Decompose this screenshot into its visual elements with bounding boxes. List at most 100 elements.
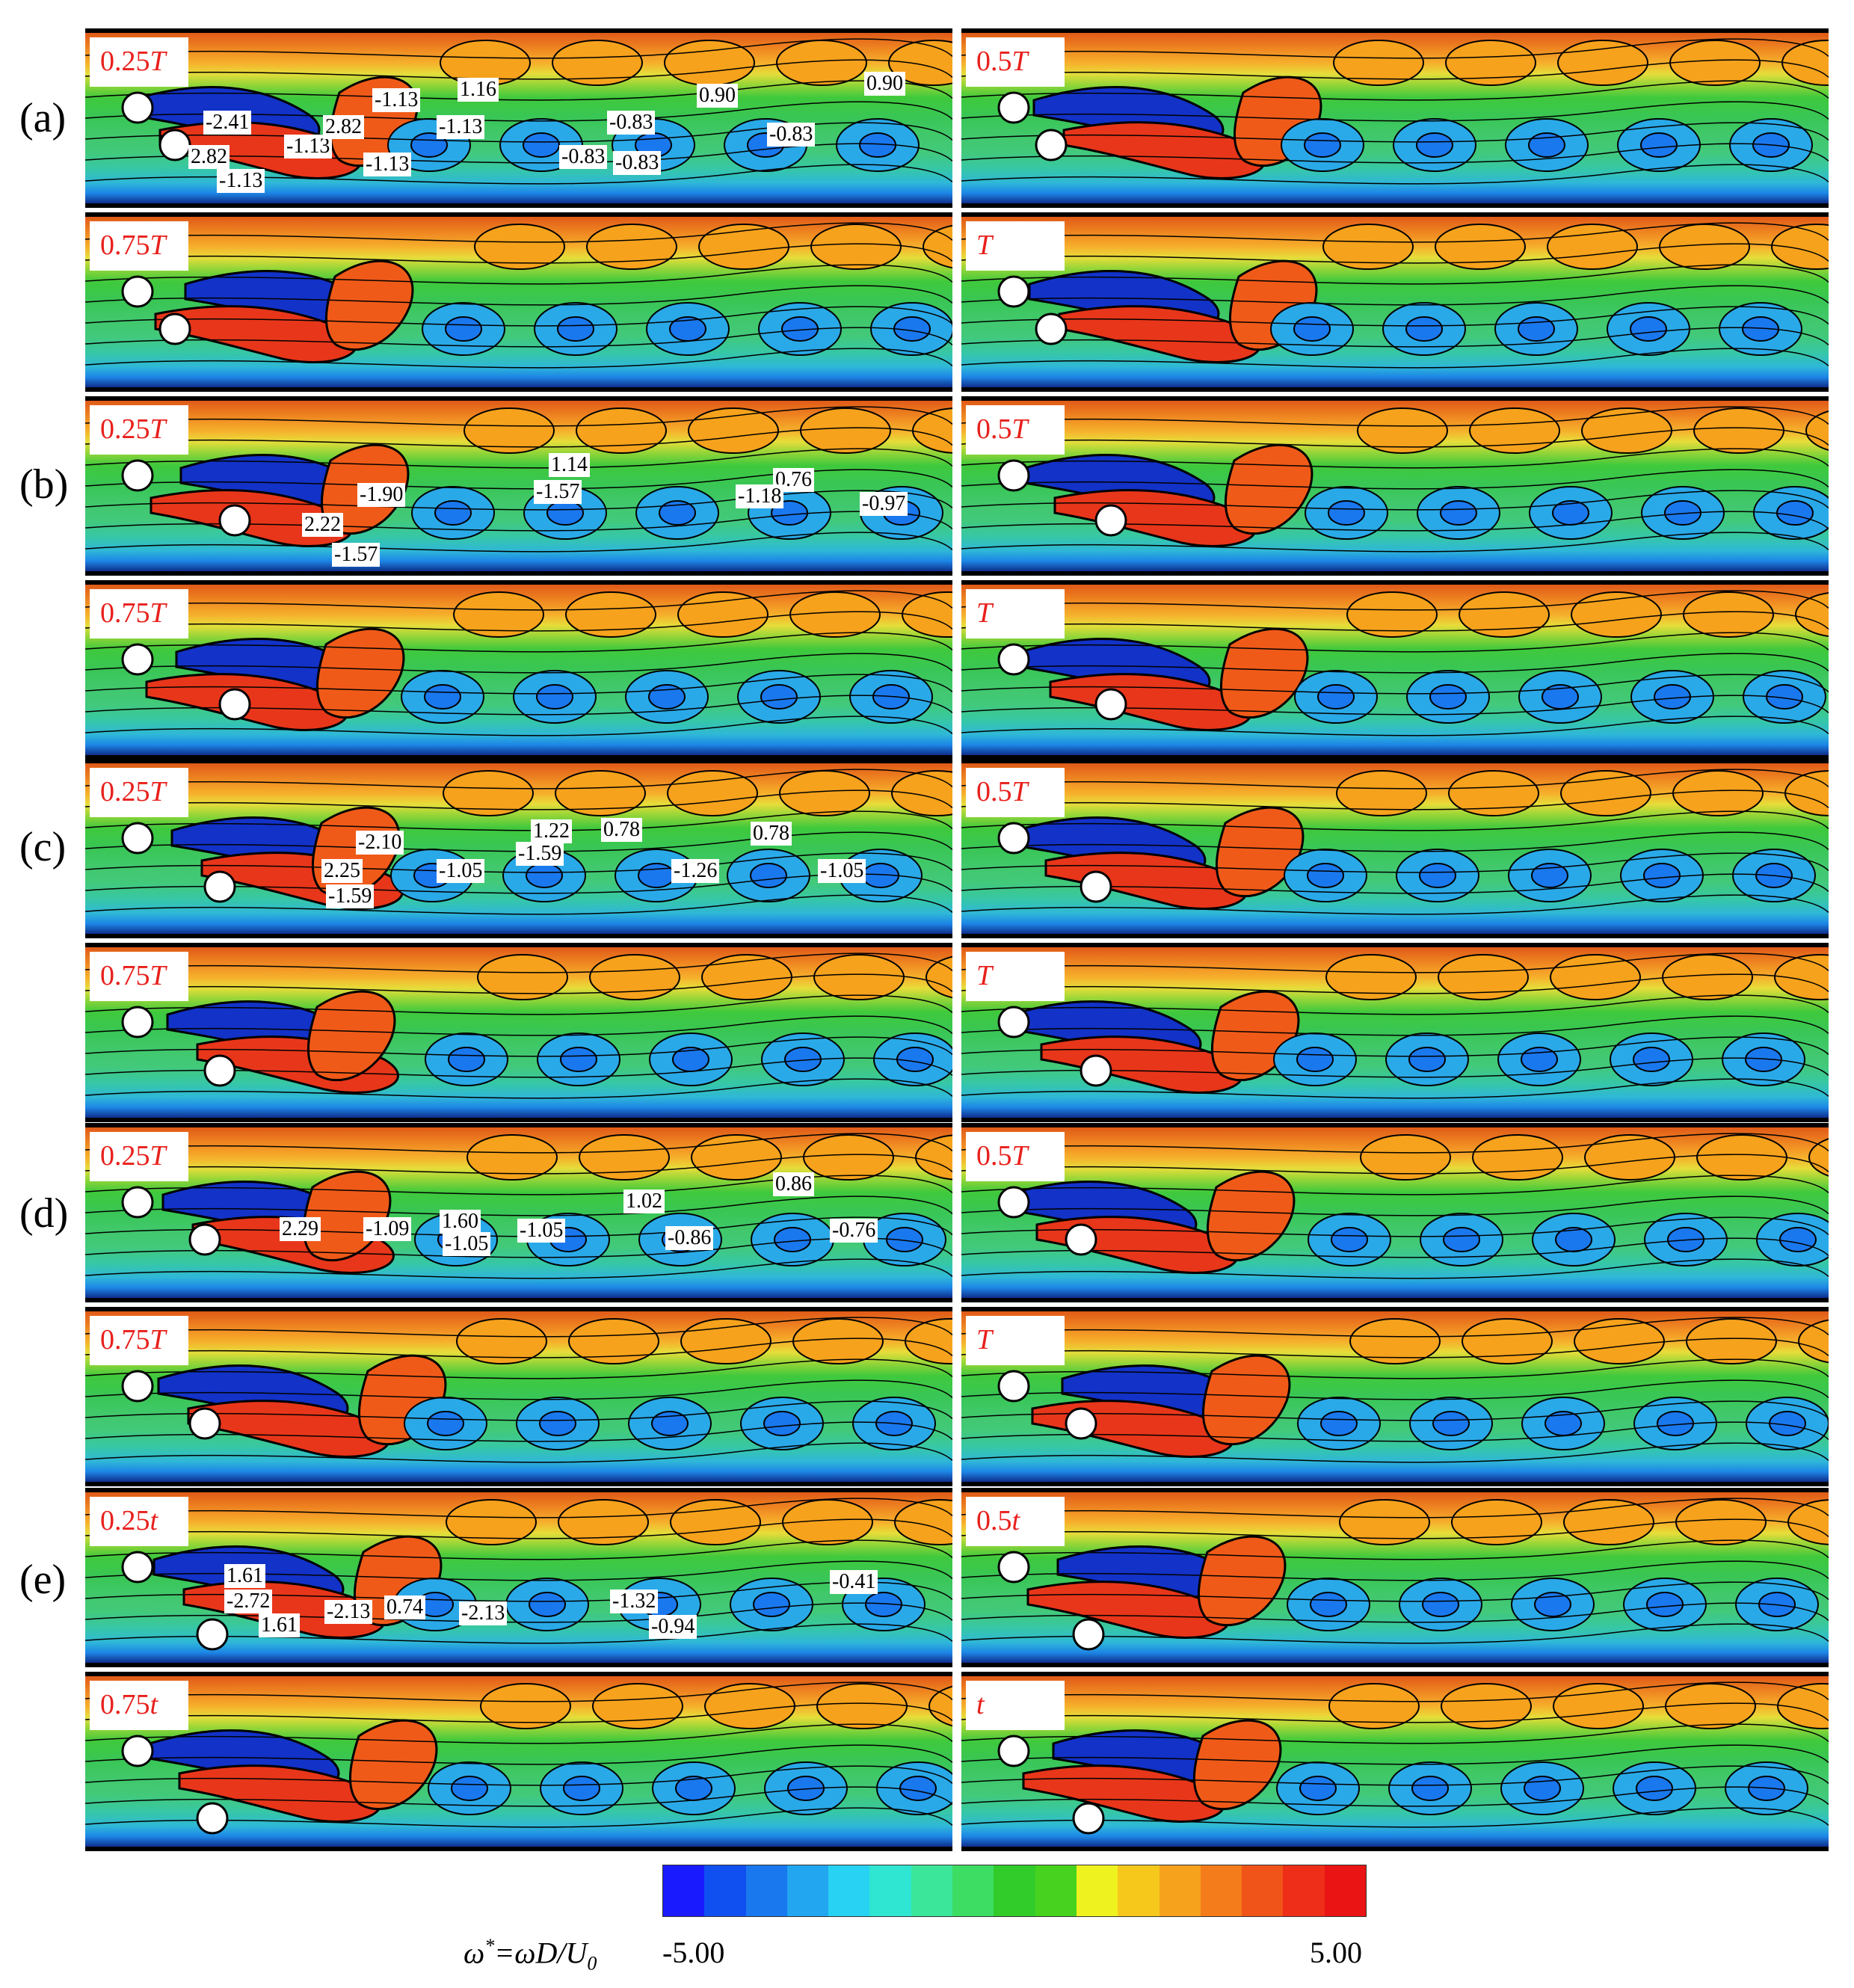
cylinder-downstream	[1065, 1223, 1097, 1256]
time-value: 0.25	[100, 776, 150, 807]
cylinder-downstream	[1094, 504, 1127, 537]
time-value: 0.25	[100, 1140, 150, 1172]
contour-value-label: -0.83	[767, 123, 816, 147]
vorticity-contours	[961, 1317, 1829, 1463]
contour-panel: 0.25T 0.86 1.02 2.29 -1.09 1.60 -1.05 -1.05 -0.8…	[85, 1123, 952, 1302]
time-value: 0.25	[100, 1505, 150, 1536]
contour-panel: 0.75t	[85, 1672, 952, 1851]
contour-value-label: 2.82	[188, 145, 230, 169]
time-tag: 0.5T	[966, 768, 1065, 817]
vorticity-contours	[85, 1681, 952, 1835]
time-tag: 0.5t	[966, 1497, 1065, 1546]
group-label: (d)	[19, 1190, 69, 1237]
time-value: 0.75	[100, 1324, 150, 1355]
vorticity-contours	[961, 406, 1829, 553]
contour-value-label: -0.83	[607, 111, 656, 135]
contour-value-label: -1.05	[517, 1219, 566, 1243]
colorbar-swatch	[1076, 1865, 1118, 1916]
time-tag: 0.75t	[90, 1681, 188, 1730]
time-tag: 0.5T	[966, 37, 1065, 87]
contour-value-label: -1.05	[437, 859, 485, 883]
contour-value-label: 0.78	[751, 822, 792, 846]
contour-value-label: -1.13	[372, 88, 421, 112]
contour-value-label: 1.22	[531, 819, 572, 843]
contour-panel: 0.75T	[85, 580, 952, 760]
vorticity-contours	[961, 769, 1829, 915]
time-tag: 0.75T	[90, 221, 188, 271]
vorticity-contours	[961, 1498, 1829, 1651]
vorticity-contours	[961, 1133, 1829, 1279]
cylinder-upstream	[997, 1551, 1030, 1584]
cylinder-downstream	[158, 313, 191, 345]
contour-panel: 0.5T	[961, 28, 1829, 208]
contour-value-label: -0.41	[830, 1570, 878, 1594]
cylinder-downstream	[218, 688, 251, 721]
cylinder-upstream	[121, 822, 154, 855]
time-unit: t	[150, 1505, 158, 1536]
cylinder-downstream	[1072, 1802, 1105, 1835]
cylinder-downstream	[1094, 688, 1127, 721]
time-value: 0.75	[100, 1689, 150, 1720]
cylinder-upstream	[121, 275, 154, 308]
time-value: 0.5	[976, 1505, 1012, 1536]
contour-value-label: -1.13	[284, 135, 333, 159]
contour-value-label: 1.14	[549, 453, 590, 477]
colorbar-max-label: 5.00	[1310, 1936, 1362, 1969]
contour-value-label: -2.13	[459, 1601, 508, 1625]
contour-value-label: -1.13	[437, 115, 485, 139]
group-label: (c)	[19, 824, 67, 870]
cylinder-upstream	[997, 1186, 1030, 1219]
vorticity-contours	[961, 1681, 1829, 1835]
cylinder-downstream	[1080, 870, 1112, 903]
contour-value-label: 1.02	[623, 1190, 665, 1213]
colorbar-swatch	[786, 1865, 829, 1916]
contour-panel: T	[961, 212, 1829, 392]
time-value: 0.5	[976, 776, 1012, 807]
contour-value-label: -1.13	[217, 169, 265, 193]
cylinder-downstream	[1035, 313, 1068, 345]
colorbar-swatch	[1200, 1865, 1242, 1916]
contour-panel: 0.25t 1.61 -2.72 -2.13 0.74 -2.13 -1.32 -0.94 1.…	[85, 1488, 952, 1667]
time-tag: T	[966, 1316, 1065, 1365]
group-label: (b)	[19, 461, 69, 508]
colorbar-formula: ω*=ωD/U0	[464, 1935, 597, 1975]
time-unit: T	[150, 1324, 166, 1355]
contour-value-label: -1.05	[818, 859, 866, 883]
colorbar-swatch	[1324, 1865, 1367, 1916]
cylinder-downstream	[203, 1054, 236, 1087]
colorbar-swatch	[952, 1865, 994, 1916]
colorbar-swatch	[704, 1865, 746, 1916]
colorbar-swatch	[911, 1865, 953, 1916]
cylinder-upstream	[121, 1186, 154, 1219]
colorbar-swatch	[828, 1865, 870, 1916]
cylinder-upstream	[997, 91, 1030, 124]
contour-value-label: -0.86	[665, 1226, 714, 1250]
contour-value-label: 0.78	[601, 818, 642, 842]
colorbar-swatch	[1283, 1865, 1325, 1916]
contour-value-label: 1.16	[458, 78, 499, 102]
colorbar-swatch	[1159, 1865, 1201, 1916]
contour-value-label: -1.13	[363, 153, 412, 176]
cylinder-upstream	[121, 1006, 154, 1038]
contour-value-label: -1.57	[534, 480, 582, 504]
colorbar-swatch	[1035, 1865, 1077, 1916]
contour-panel: T	[961, 1307, 1829, 1486]
contour-value-label: -2.13	[324, 1600, 373, 1624]
contour-value-label: 0.86	[773, 1172, 814, 1196]
time-unit: T	[976, 230, 993, 261]
cylinder-downstream	[1080, 1054, 1112, 1087]
time-unit: T	[1011, 1140, 1028, 1172]
cylinder-upstream	[121, 459, 154, 492]
contour-value-label: 2.82	[323, 115, 364, 139]
contour-panel: 0.5T	[961, 396, 1829, 576]
time-value: 0.25	[100, 46, 150, 77]
time-tag: 0.5T	[966, 405, 1065, 455]
contour-value-label: -0.97	[860, 492, 908, 516]
time-tag: 0.5T	[966, 1132, 1065, 1181]
time-unit: T	[150, 1140, 166, 1172]
cylinder-upstream	[997, 1735, 1030, 1767]
vorticity-contours	[85, 406, 952, 553]
contour-value-label: 1.60	[440, 1210, 481, 1234]
time-unit: T	[976, 960, 993, 991]
time-value: 0.75	[100, 230, 150, 261]
